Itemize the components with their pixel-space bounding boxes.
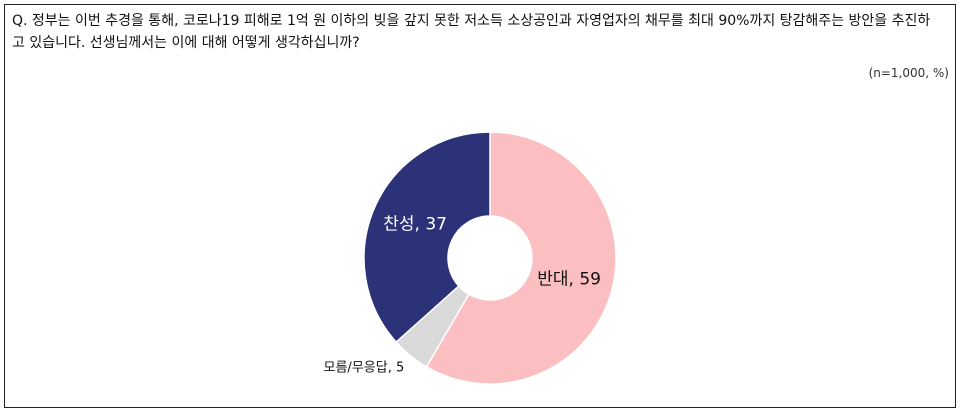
data-label: 모름/무응답, 5 xyxy=(324,361,405,376)
donut-slice xyxy=(363,131,491,344)
donut-slice xyxy=(425,131,617,385)
data-label: 반대, 59 xyxy=(537,269,601,289)
data-label: 찬성, 37 xyxy=(383,215,447,235)
question-title: Q. 정부는 이번 추경을 통해, 코로나19 피해로 1억 원 이하의 빚을 … xyxy=(12,13,931,51)
frame xyxy=(4,4,956,408)
sample-note: (n=1,000, %) xyxy=(868,66,949,80)
